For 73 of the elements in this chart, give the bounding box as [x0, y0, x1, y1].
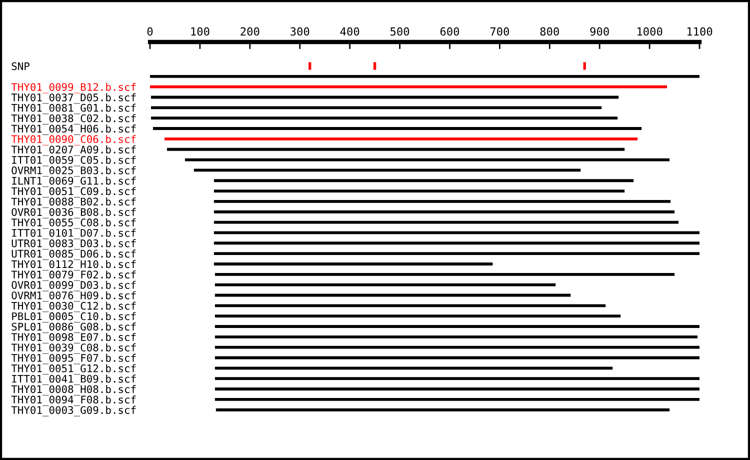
y-tick-label: ILNT1_0069_G11.b.scf [12, 176, 136, 188]
bar [152, 127, 642, 130]
y-tick-label: OVRM1_0025_B03.b.scf [12, 166, 136, 177]
bar [214, 252, 700, 256]
bar [214, 398, 700, 401]
bar [164, 137, 638, 140]
x-tick-label: 900 [590, 27, 609, 36]
bar [214, 325, 700, 328]
bar [214, 377, 700, 380]
bar [214, 210, 675, 214]
bar [166, 148, 625, 151]
x-tick-label: 100 [191, 27, 210, 36]
x-tick-label: 200 [240, 27, 260, 36]
bar [214, 283, 556, 286]
y-tick-label: THY01_0038_C02.b.scf [11, 114, 136, 125]
bar [214, 335, 698, 338]
x-tick-label: 300 [290, 27, 310, 36]
y-tick-label: THY01_0090_C06.b.scf [11, 134, 136, 146]
x-tick-label: 600 [440, 27, 460, 36]
bar [214, 366, 613, 370]
x-tick-label: 800 [540, 27, 559, 36]
y-tick-label: THY01_0098_E07.b.scf [11, 332, 136, 344]
bar [214, 200, 671, 203]
y-tick-label: SNP [12, 62, 30, 70]
y-tick-label: ITT01_0059_C05.b.scf [12, 156, 136, 166]
bar [214, 346, 700, 349]
y-tick-label: THY01_0094_F08.b.scf [11, 395, 136, 406]
y-tick-label: THY01_0030_C12.b.scf [11, 302, 136, 312]
y-tick-label: ITT01_0041_B09.b.scf [12, 374, 136, 386]
y-tick-label: THY01_0081_G01.b.scf [11, 104, 136, 114]
y-tick-label: OVRM1_0076_H09.b.scf [12, 291, 136, 302]
y-tick-label: THY01_0037_D05.b.scf [11, 93, 136, 104]
bar [214, 262, 493, 266]
bar [151, 106, 602, 110]
y-tick-label: THY01_0207_A09.b.scf [11, 145, 136, 156]
x-tick-label: 500 [390, 27, 410, 36]
bar [214, 304, 606, 308]
y-tick-label: THY01_0112_H10.b.scf [11, 260, 136, 270]
bar [214, 314, 621, 318]
bar [150, 74, 700, 78]
x-tick-label: 700 [490, 27, 509, 36]
y-tick-label: ITT01_0101_D07.b.scf [12, 228, 136, 240]
y-tick-label: THY01_0099_B12.b.scf [11, 82, 136, 94]
bar [214, 388, 700, 390]
bar [150, 85, 668, 88]
y-tick-label: THY01_0079_F02.b.scf [11, 270, 136, 281]
bar [214, 190, 625, 192]
y-tick-label: THY01_0088_B02.b.scf [11, 198, 136, 208]
y-tick-label: OVR01_0036_B08.b.scf [12, 208, 136, 218]
y-tick-label: THY01_0051_G12.b.scf [11, 364, 136, 375]
y-tick-label: THY01_0095_F07.b.scf [11, 354, 136, 364]
x-tick-label: 400 [340, 27, 360, 36]
x-tick-label: 1000 [638, 27, 662, 36]
x-tick-label: 1100 [687, 27, 712, 36]
y-tick-label: UTR01_0083_D03.b.scf [12, 239, 136, 250]
bar [214, 220, 679, 224]
y-tick-label: THY01_0008_H08.b.scf [11, 385, 136, 396]
bar [214, 242, 700, 245]
y-tick-label: SPL01_0086_G08.b.scf [12, 322, 136, 333]
bar [194, 168, 581, 172]
y-tick-label: OVR01_0099_D03.b.scf [12, 280, 136, 292]
y-tick-label: THY01_0055_C08.b.scf [11, 218, 136, 229]
y-tick-label: THY01_0003_G09.b.scf [11, 406, 136, 416]
bar [214, 179, 634, 182]
bar [214, 272, 675, 276]
x-tick-label: 0 [147, 27, 153, 36]
y-tick-label: UTR01_0085_D06.b.scf [12, 250, 136, 260]
bar [216, 408, 670, 412]
bar [151, 116, 618, 120]
y-tick-label: THY01_0039_C08.b.scf [11, 343, 136, 354]
y-tick-label: PBL01_0005_C10.b.scf [12, 312, 136, 322]
y-tick-label: THY01_0054_H06.b.scf [11, 124, 136, 135]
y-tick-label: THY01_0051_C09.b.scf [11, 187, 136, 198]
